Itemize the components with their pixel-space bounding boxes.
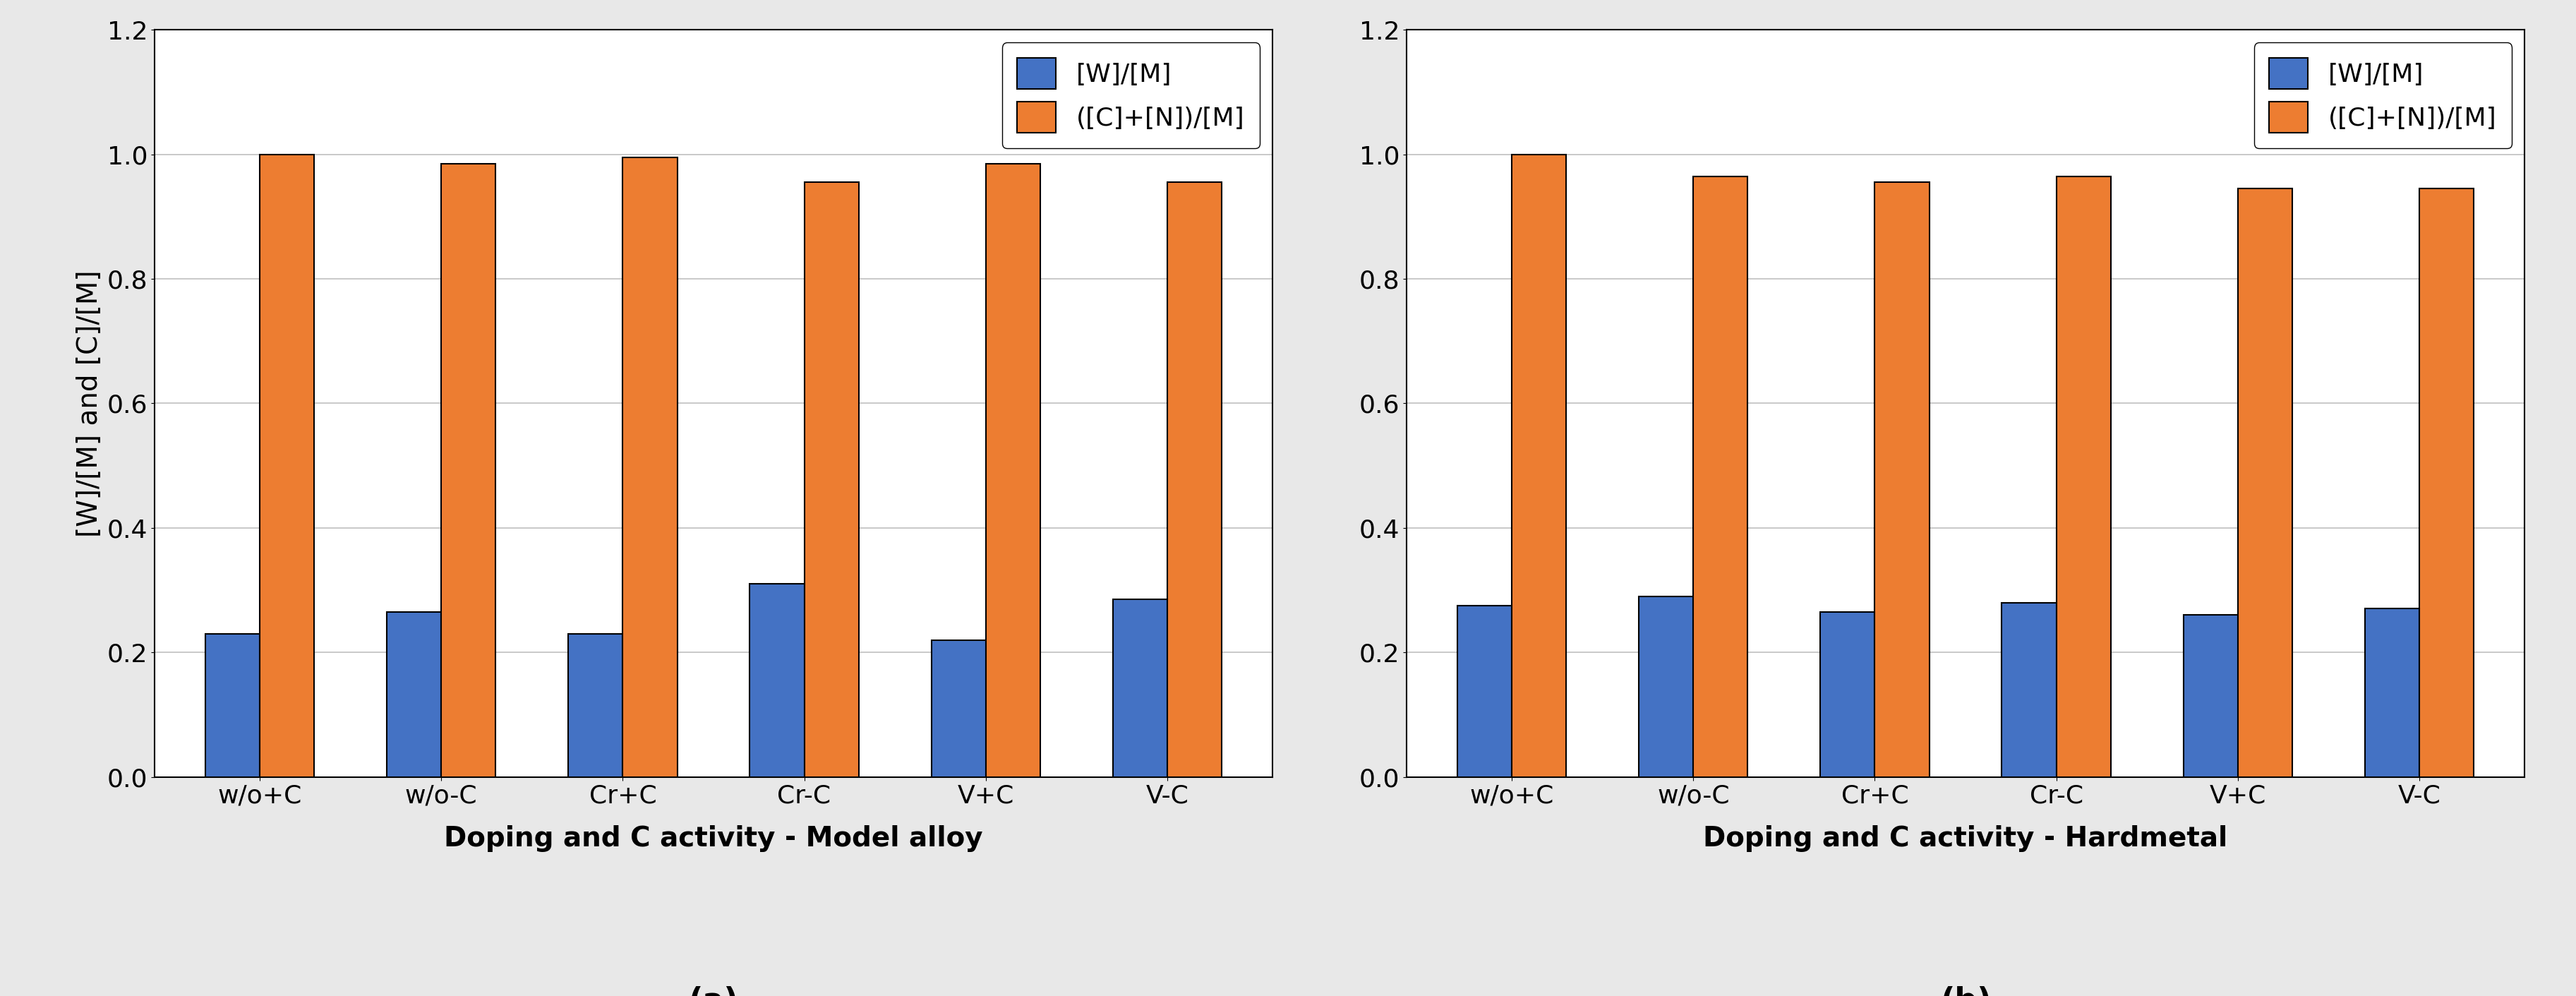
X-axis label: Doping and C activity - Model alloy: Doping and C activity - Model alloy (443, 826, 984, 853)
Bar (2184, 615, 2239, 777)
Bar (1875, 182, 1929, 777)
Text: (b): (b) (1940, 986, 1991, 996)
Bar (2056, 176, 2110, 777)
Bar (1821, 612, 1875, 777)
Legend: [W]/[M], ([C]+[N])/[M]: [W]/[M], ([C]+[N])/[M] (2254, 43, 2512, 148)
Text: (a): (a) (688, 986, 739, 996)
Bar (2239, 188, 2293, 777)
Bar (1458, 606, 1512, 777)
X-axis label: Doping and C activity - Hardmetal: Doping and C activity - Hardmetal (1703, 826, 2228, 853)
Legend: [W]/[M], ([C]+[N])/[M]: [W]/[M], ([C]+[N])/[M] (1002, 43, 1260, 148)
Bar (623, 157, 677, 777)
Bar (1638, 597, 1692, 777)
Bar (386, 612, 440, 777)
Bar (1692, 176, 1747, 777)
Bar (750, 584, 804, 777)
Bar (1167, 182, 1221, 777)
Bar (1113, 600, 1167, 777)
Bar (440, 163, 495, 777)
Bar (804, 182, 858, 777)
Bar (933, 640, 987, 777)
Y-axis label: [W]/[M] and [C]/[M]: [W]/[M] and [C]/[M] (77, 270, 103, 537)
Bar (260, 154, 314, 777)
Bar (1512, 154, 1566, 777)
Bar (2419, 188, 2473, 777)
Bar (987, 163, 1041, 777)
Bar (206, 633, 260, 777)
Bar (2365, 609, 2419, 777)
Bar (569, 633, 623, 777)
Bar (2002, 603, 2056, 777)
